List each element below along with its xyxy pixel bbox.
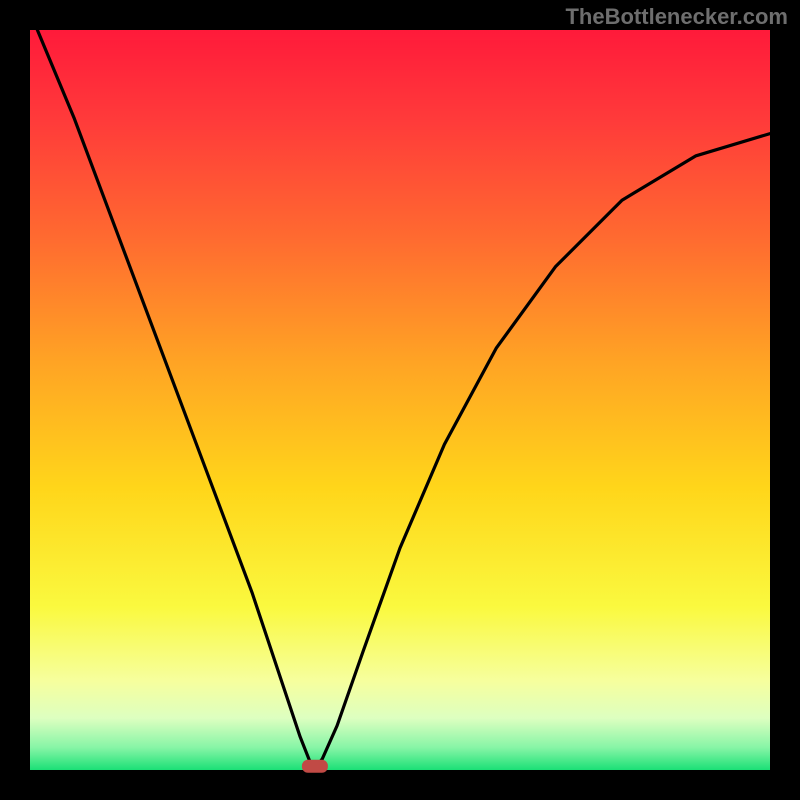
watermark-text: TheBottlenecker.com	[565, 4, 788, 30]
bottleneck-chart	[0, 0, 800, 800]
plot-background	[30, 30, 770, 770]
chart-container: TheBottlenecker.com	[0, 0, 800, 800]
optimal-point-marker	[302, 760, 328, 773]
